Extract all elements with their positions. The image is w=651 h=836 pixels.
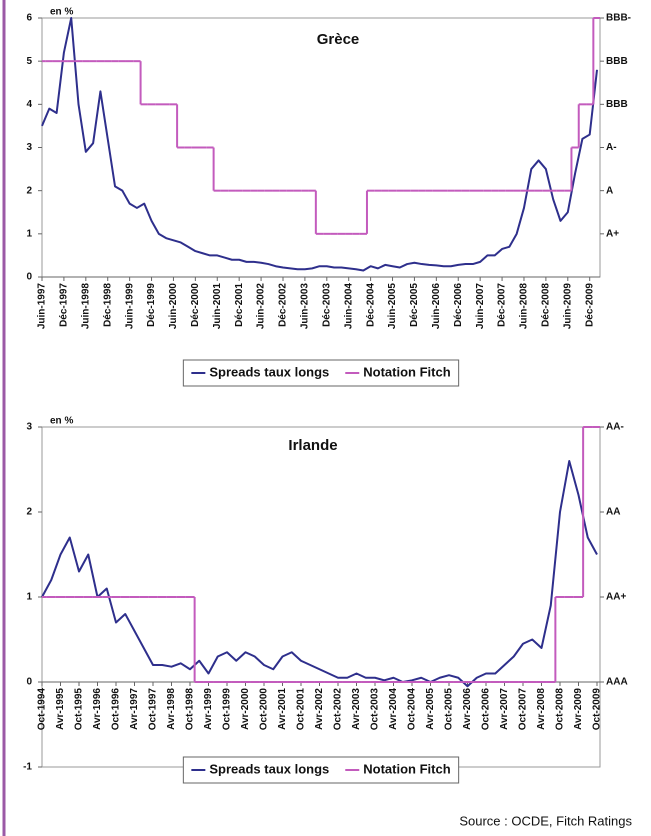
x-tick-label: Oct-1995 <box>74 688 85 731</box>
y-tick-label: 0 <box>26 272 32 283</box>
y2-tick-label: AAA <box>606 677 628 688</box>
x-tick-label: Avr-2002 <box>314 688 325 730</box>
y2-tick-label: BBB <box>606 56 628 67</box>
x-tick-label: Avr-1998 <box>166 688 177 730</box>
x-tick-label: Oct-2005 <box>444 688 455 731</box>
legend-label: Spreads taux longs <box>209 761 329 776</box>
x-tick-label: Juin-1997 <box>37 283 48 330</box>
x-tick-label: Déc-2004 <box>365 283 376 327</box>
x-tick-label: Juin-1998 <box>80 283 91 330</box>
x-tick-label: Déc-2000 <box>190 283 201 327</box>
legend-label: Spreads taux longs <box>209 364 329 379</box>
x-tick-label: Oct-2006 <box>481 688 492 731</box>
x-tick-label: Oct-2003 <box>370 688 381 731</box>
y-tick-label: 3 <box>26 422 32 433</box>
x-tick-label: Oct-1997 <box>148 688 159 731</box>
y-tick-label: 2 <box>26 507 32 518</box>
legend: Spreads taux longs Notation Fitch <box>182 359 460 387</box>
y2-tick-label: BBB <box>606 99 628 110</box>
y2-tick-label: AA- <box>606 422 624 433</box>
x-tick-label: Oct-2002 <box>333 688 344 731</box>
y-axis-label: en % <box>50 7 73 18</box>
y2-tick-label: A- <box>606 142 617 153</box>
y-tick-label: 2 <box>26 185 32 196</box>
x-tick-label: Juin-2006 <box>431 283 442 330</box>
y-tick-label: 6 <box>26 13 32 24</box>
x-tick-label: Juin-2007 <box>475 283 486 330</box>
legend-label: Notation Fitch <box>363 364 450 379</box>
x-tick-label: Avr-1995 <box>55 688 66 730</box>
x-tick-label: Oct-1994 <box>37 688 48 731</box>
chart: Grèce en % 0 1 2 3 4 5 6 BBB- BBB BBB A- A A+ Juin-1997… <box>26 7 631 387</box>
x-tick-label: Avr-2000 <box>240 688 251 730</box>
legend-box <box>182 359 460 387</box>
x-tick-label: Avr-1996 <box>92 688 103 730</box>
y-tick-label: 4 <box>26 99 32 110</box>
x-tick-label: Oct-2007 <box>518 688 529 731</box>
y2-tick-label: AA <box>606 507 620 518</box>
x-tick-label: Juin-2008 <box>519 283 530 330</box>
x-tick-label: Déc-2007 <box>497 283 508 327</box>
y2-tick-label: A+ <box>606 228 619 239</box>
x-tick-label: Avr-2004 <box>388 688 399 730</box>
x-tick-label: Avr-2005 <box>425 688 436 730</box>
x-tick-label: Oct-2004 <box>407 688 418 731</box>
source-note: Source : OCDE, Fitch Ratings <box>459 813 632 828</box>
x-tick-label: Déc-2006 <box>453 283 464 327</box>
chart: Irlande en % -1 0 1 2 3 AA- AA AA+ AAA Oct-1994 Avr-… <box>23 416 628 784</box>
y2-tick-label: BBB- <box>606 13 631 24</box>
x-tick-label: Déc-2005 <box>409 283 420 327</box>
x-tick-label: Oct-2000 <box>259 688 270 731</box>
y2-tick-label: AA+ <box>606 592 626 603</box>
y-tick-label: 0 <box>26 677 32 688</box>
x-tick-label: Juin-2003 <box>300 283 311 330</box>
legend: Spreads taux longs Notation Fitch <box>182 756 460 784</box>
x-tick-label: Déc-2002 <box>278 283 289 327</box>
y-tick-label: 5 <box>26 56 32 67</box>
x-tick-label: Oct-1999 <box>222 688 233 731</box>
x-tick-label: Déc-2001 <box>234 283 245 327</box>
y-tick-label: 1 <box>26 228 32 239</box>
x-tick-label: Déc-1999 <box>146 283 157 327</box>
x-tick-label: Juin-2004 <box>343 283 354 330</box>
y-tick-label: 3 <box>26 142 32 153</box>
x-tick-label: Oct-1998 <box>185 688 196 731</box>
x-tick-label: Avr-2009 <box>573 688 584 730</box>
x-tick-label: Juin-2002 <box>256 283 267 330</box>
x-tick-label: Oct-2008 <box>555 688 566 731</box>
series-line <box>41 460 598 688</box>
legend-box <box>182 756 460 784</box>
chart-title: Irlande <box>288 437 337 454</box>
x-tick-label: Avr-2003 <box>351 688 362 730</box>
plot-frame <box>41 17 601 278</box>
x-tick-label: Avr-2006 <box>462 688 473 730</box>
x-tick-label: Avr-2001 <box>277 688 288 730</box>
chart-title: Grèce <box>317 31 360 48</box>
x-tick-label: Oct-2001 <box>296 688 307 731</box>
x-tick-label: Déc-1997 <box>59 283 70 327</box>
x-tick-label: Déc-2008 <box>541 283 552 327</box>
x-tick-label: Déc-2003 <box>321 283 332 327</box>
y-axis-label: en % <box>50 416 73 427</box>
x-tick-label: Oct-2009 <box>592 688 603 731</box>
series-line <box>41 17 598 272</box>
y-tick-label: 1 <box>26 592 32 603</box>
x-tick-label: Juin-2001 <box>212 283 223 330</box>
x-tick-label: Avr-2007 <box>499 688 510 730</box>
legend-label: Notation Fitch <box>363 761 450 776</box>
x-tick-label: Avr-1999 <box>203 688 214 730</box>
x-tick-label: Avr-1997 <box>129 688 140 730</box>
y2-tick-label: A <box>606 185 613 196</box>
x-tick-label: Juin-2009 <box>562 283 573 330</box>
x-tick-label: Déc-1998 <box>102 283 113 327</box>
x-tick-label: Juin-2005 <box>387 283 398 330</box>
x-tick-label: Juin-1999 <box>124 283 135 330</box>
x-tick-label: Juin-2000 <box>168 283 179 330</box>
x-tick-label: Avr-2008 <box>536 688 547 730</box>
x-tick-label: Oct-1996 <box>111 688 122 731</box>
y-tick-label: -1 <box>23 762 32 773</box>
x-tick-label: Déc-2009 <box>584 283 595 327</box>
